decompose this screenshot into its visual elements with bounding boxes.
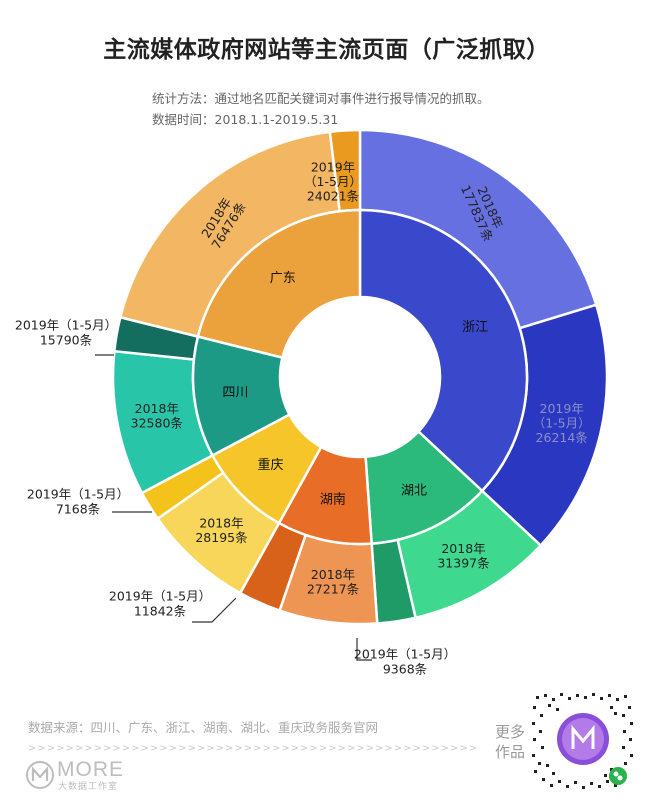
chart-subtitle: 统计方法：通过地名匹配关键词对事件进行报导情况的抓取。 数据时间：2018.1.…: [152, 88, 490, 130]
divider-arrows: >>>>>>>>>>>>>>>>>>>>>>>>>>>>>>>>>>>>>>>>…: [28, 743, 476, 754]
outer-label-湖南-2019: 2019年（1-5月） 11842条: [109, 589, 211, 619]
qr-code-icon[interactable]: [530, 692, 638, 790]
data-source: 数据来源：四川、广东、浙江、湖南、湖北、重庆政务服务官网: [28, 720, 379, 735]
inner-label-浙江: 浙江: [462, 320, 488, 335]
outer-label-广东-2019: 2019年（1-5月） 24021条: [304, 160, 362, 204]
leader-line-湖南: [192, 597, 237, 623]
inner-label-广东: 广东: [270, 271, 296, 286]
more-line-1: 更多: [494, 723, 525, 741]
outer-label-四川-2019: 2019年（1-5月） 15790条: [15, 318, 117, 348]
logo-wordmark: MORE: [57, 758, 124, 781]
more-logo-icon: [26, 761, 54, 789]
inner-label-湖北: 湖北: [401, 483, 427, 498]
outer-label-重庆-2018: 2018年 28195条: [195, 516, 248, 546]
inner-label-四川: 四川: [222, 385, 248, 400]
chart-title: 主流媒体政府网站等主流页面（广泛抓取）: [103, 37, 550, 63]
inner-label-湖南: 湖南: [320, 492, 346, 508]
outer-label-湖北-2019: 2019年（1-5月） 9368条: [354, 647, 456, 677]
leader-line-湖北: [356, 638, 372, 661]
more-line-2: 作品: [494, 743, 525, 761]
more-works-label[interactable]: 更多 作品: [490, 722, 530, 762]
inner-label-重庆: 重庆: [257, 457, 283, 473]
method-note: 统计方法：通过地名匹配关键词对事件进行报导情况的抓取。: [152, 91, 490, 106]
brand-logo: MORE 大数据工作室: [25, 758, 145, 792]
outer-label-重庆-2019: 2019年（1-5月） 7168条: [27, 487, 129, 517]
inner-segment-广东[interactable]: [196, 208, 362, 360]
outer-label-湖南-2018: 2018年 27217条: [307, 567, 360, 597]
inner-segment-浙江[interactable]: [358, 208, 529, 493]
outer-label-湖北-2018: 2018年 31397条: [437, 541, 490, 571]
logo-subtitle: 大数据工作室: [58, 782, 119, 792]
data-period: 数据时间：2018.1.1-2019.5.31: [152, 112, 339, 127]
outer-label-四川-2018: 2018年 32580条: [131, 401, 184, 431]
outer-label-浙江-2019: 2019年（1-5月） 26214条: [533, 401, 591, 445]
